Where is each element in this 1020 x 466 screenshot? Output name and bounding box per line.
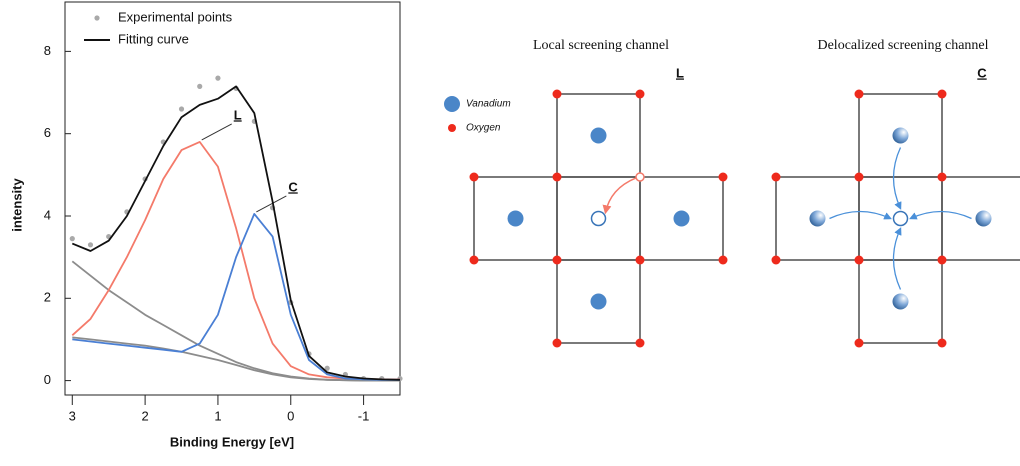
x-tick-label: 0	[287, 408, 294, 423]
annotation: L	[234, 107, 242, 122]
vanadium	[590, 293, 607, 310]
oxygen	[718, 255, 728, 265]
y-tick-label: 8	[44, 43, 51, 58]
y-tick-label: 0	[44, 372, 51, 387]
annotation: C	[288, 179, 298, 194]
vanadium	[892, 127, 909, 144]
cell	[941, 176, 1020, 261]
oxygen	[635, 255, 645, 265]
annotation-leader	[201, 123, 232, 141]
cell	[556, 259, 641, 344]
y-axis-title: intensity	[9, 178, 24, 232]
oxygen	[552, 338, 562, 348]
panel-title: Local screening channel	[533, 38, 669, 53]
vanadium	[975, 210, 992, 227]
oxygen	[469, 255, 479, 265]
legend-label: Vanadium	[466, 99, 511, 110]
series-line	[71, 85, 401, 381]
legend-label: Experimental points	[118, 9, 233, 24]
data-point	[87, 242, 94, 248]
oxygen	[937, 89, 947, 99]
plot-frame	[64, 1, 401, 396]
oxygen	[718, 172, 728, 182]
oxygen	[469, 172, 479, 182]
panel-label: C	[977, 65, 987, 80]
oxygen	[937, 172, 947, 182]
cell	[775, 176, 860, 261]
oxygen	[771, 172, 781, 182]
oxygen	[552, 172, 562, 182]
series-line	[72, 336, 400, 382]
oxygen	[771, 255, 781, 265]
legend-label: Fitting curve	[118, 31, 189, 46]
cell	[858, 93, 943, 178]
legend-label: Oxygen	[466, 123, 501, 134]
arrow	[892, 147, 902, 210]
data-point	[178, 106, 185, 112]
x-tick-label: 2	[141, 408, 148, 423]
oxygen-hole	[635, 172, 645, 182]
vanadium-hole	[892, 210, 909, 227]
cell	[556, 93, 641, 178]
oxygen-swatch	[448, 124, 456, 132]
arrow	[829, 210, 892, 220]
data-point	[215, 75, 221, 81]
vanadium	[892, 293, 909, 310]
arrow	[602, 177, 637, 215]
y-tick-label: 2	[44, 290, 51, 305]
legend-marker	[94, 15, 100, 21]
oxygen	[937, 338, 947, 348]
data-point	[324, 365, 330, 371]
x-axis-title: Binding Energy [eV]	[170, 434, 294, 449]
data-point	[69, 236, 75, 242]
x-tick-label: 3	[69, 408, 76, 423]
oxygen	[854, 172, 864, 182]
data-point	[197, 83, 203, 89]
cell	[858, 259, 943, 344]
oxygen	[552, 89, 562, 99]
series-line	[72, 213, 400, 381]
panel-label: L	[676, 65, 684, 80]
vanadium	[507, 210, 524, 227]
oxygen	[854, 89, 864, 99]
x-tick-label: -1	[358, 408, 370, 423]
oxygen	[552, 255, 562, 265]
oxygen	[635, 338, 645, 348]
vanadium	[590, 127, 607, 144]
vanadium-swatch	[444, 96, 460, 112]
series-line	[71, 260, 400, 382]
oxygen	[854, 255, 864, 265]
vanadium	[809, 210, 826, 227]
arrow	[892, 227, 902, 290]
arrow	[909, 210, 972, 220]
panel-title: Delocalized screening channel	[817, 38, 988, 53]
annotation-leader	[256, 195, 287, 213]
y-tick-label: 6	[44, 125, 51, 140]
cell	[473, 176, 558, 261]
vanadium-hole	[590, 210, 607, 227]
y-tick-label: 4	[44, 207, 51, 222]
oxygen	[937, 255, 947, 265]
cell	[639, 176, 724, 261]
oxygen	[635, 89, 645, 99]
vanadium	[673, 210, 690, 227]
x-tick-label: 1	[214, 408, 221, 423]
oxygen	[854, 338, 864, 348]
